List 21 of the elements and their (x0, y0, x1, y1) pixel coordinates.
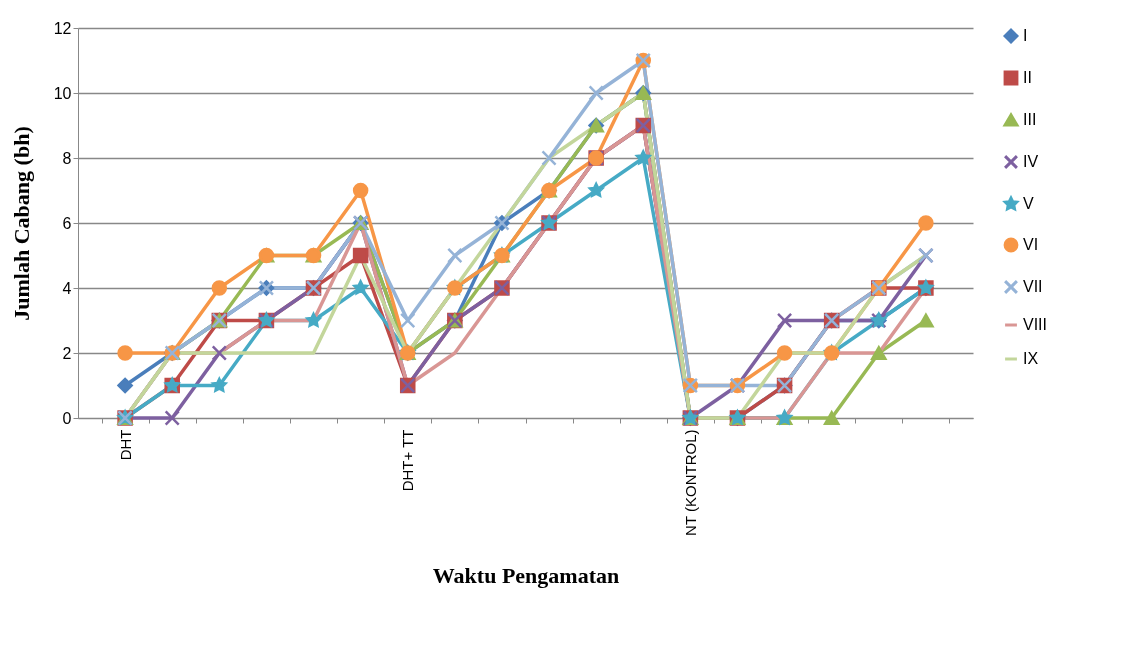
legend-label: IX (1023, 350, 1039, 367)
legend-label: III (1023, 111, 1037, 128)
legend-label: IV (1023, 153, 1039, 170)
x-tick-label: DHT+ TT (399, 429, 417, 492)
legend-label: VIII (1023, 316, 1048, 333)
legend-label: II (1023, 69, 1032, 86)
legend-label: I (1023, 27, 1028, 44)
y-axis-title: Jumlah Cabang (bh) (8, 126, 34, 321)
x-tick-label: NT (KONTROL) (681, 429, 699, 536)
y-tick-label: 6 (62, 214, 72, 232)
legend-label: VII (1023, 278, 1043, 295)
legend-label: VI (1023, 236, 1039, 253)
x-axis-title: Waktu Pengamatan (432, 563, 620, 589)
y-tick-label: 2 (62, 344, 72, 362)
y-tick-label: 0 (62, 409, 72, 427)
y-tick-label: 10 (53, 84, 72, 102)
y-tick-label: 4 (62, 279, 72, 297)
y-tick-label: 8 (62, 149, 72, 167)
y-tick-label: 12 (53, 19, 72, 37)
x-tick-label: DHT (116, 429, 134, 461)
legend-label: V (1023, 195, 1034, 212)
